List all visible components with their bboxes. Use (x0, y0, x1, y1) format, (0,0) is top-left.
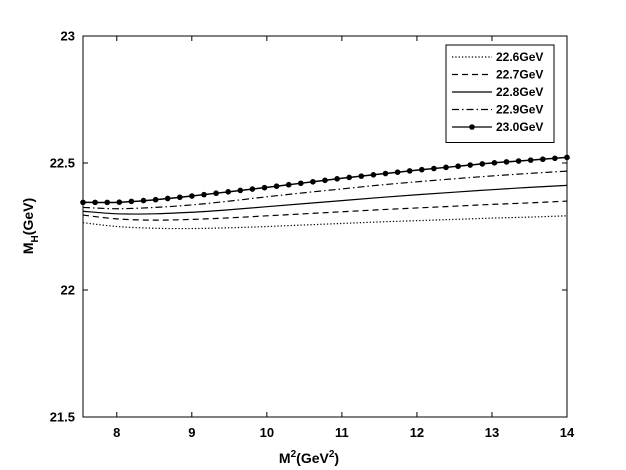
series-marker (285, 181, 292, 188)
series-marker (552, 155, 558, 162)
series-marker (213, 190, 219, 197)
y-tick-label: 22.5 (50, 156, 75, 171)
y-axis-label: MH(GeV) (20, 198, 41, 254)
series-1 (82, 215, 568, 230)
legend-label: 22.6GeV (496, 50, 543, 64)
x-tick-label: 12 (410, 425, 424, 440)
series-marker (479, 161, 486, 167)
series-marker (370, 172, 377, 178)
legend-box (445, 44, 555, 143)
series-marker (261, 184, 268, 191)
series-marker (164, 195, 171, 202)
series-marker (152, 196, 159, 203)
series-marker (406, 168, 413, 174)
legend-marker (469, 124, 475, 130)
x-tick-label: 14 (560, 425, 575, 440)
x-tick-label: 8 (113, 425, 120, 440)
series-marker (322, 177, 328, 184)
series-marker (249, 186, 256, 192)
series-marker (104, 199, 110, 206)
series-5 (80, 154, 570, 206)
series-line-2 (82, 200, 568, 221)
series-marker (382, 170, 389, 177)
series-marker (273, 183, 280, 189)
legend-label: 22.8GeV (496, 85, 543, 99)
series-marker (128, 198, 135, 205)
x-tick-label: 9 (188, 425, 195, 440)
legend-label: 23.0GeV (496, 120, 543, 134)
legend-label: 22.7GeV (496, 68, 543, 82)
y-tick-label: 22 (61, 283, 75, 298)
x-tick-label: 10 (260, 425, 274, 440)
plot-frame (82, 35, 568, 418)
series-marker (443, 164, 449, 171)
series-marker (225, 189, 231, 195)
series-marker (189, 193, 195, 199)
series-line-1 (82, 215, 568, 230)
series-marker (140, 197, 147, 204)
series-marker (201, 191, 207, 198)
series-marker (394, 169, 401, 176)
y-tick-label: 21.5 (50, 410, 75, 425)
series-layer (80, 154, 570, 230)
series-marker (358, 173, 365, 179)
series-line-4 (82, 170, 568, 210)
series-marker (527, 157, 534, 163)
series-marker (298, 180, 304, 187)
series-marker (455, 163, 461, 170)
ticks-layer: 8 9 10 11 12 13 14 21.5 22 22.5 23 (50, 29, 575, 441)
series-marker (503, 159, 510, 165)
series-marker (116, 199, 123, 205)
x-axis-label: M2(GeV2) (279, 449, 339, 466)
series-line-3 (82, 184, 568, 215)
series-marker (334, 176, 340, 182)
x-tick-label: 11 (335, 425, 349, 440)
series-marker (177, 194, 183, 201)
series-marker (310, 178, 316, 185)
legend-label: 22.9GeV (496, 103, 543, 117)
series-marker (419, 166, 425, 173)
series-marker (92, 199, 98, 206)
series-marker (237, 187, 244, 194)
y-tick-label: 23 (61, 29, 75, 44)
series-2 (82, 200, 568, 221)
series-marker (540, 156, 546, 163)
x-tick-label: 13 (485, 425, 499, 440)
series-marker (346, 174, 353, 181)
legend: 22.6GeV 22.7GeV 22.8GeV 22.9GeV 23.0GeV (445, 44, 555, 143)
series-marker (467, 162, 474, 168)
series-marker (491, 160, 498, 166)
series-marker (515, 158, 522, 164)
series-4 (82, 170, 568, 210)
series-3 (82, 184, 568, 215)
series-marker (431, 165, 437, 172)
